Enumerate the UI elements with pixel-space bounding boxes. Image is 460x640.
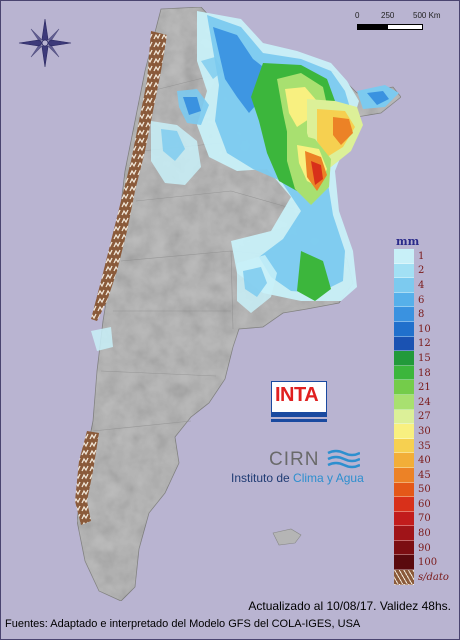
legend-label: 15	[418, 352, 431, 364]
legend-row: 18	[394, 365, 458, 381]
legend-label: 80	[418, 528, 431, 540]
legend-unit: mm	[396, 235, 420, 248]
legend-swatch	[394, 453, 414, 468]
precipitation-legend: mm 1 2 4 6 8 10 12 15 18 21 24 27 30 35 40 45 50 60 70 80 90…	[394, 235, 458, 585]
compass-rose-icon	[18, 18, 72, 68]
legend-swatch	[394, 321, 414, 337]
legend-row: 4	[394, 278, 458, 293]
legend-row: 6	[394, 292, 458, 308]
precipitation-bands	[91, 11, 399, 351]
legend-label: 100	[418, 557, 438, 569]
cirn-logo: CIRN	[269, 449, 361, 471]
legend-swatch	[394, 380, 414, 395]
legend-label: 50	[418, 484, 431, 496]
legend-swatch	[394, 511, 414, 527]
legend-swatch	[394, 482, 414, 498]
legend-label: 45	[418, 469, 431, 481]
legend-row: 21	[394, 380, 458, 395]
legend-swatch	[394, 292, 414, 308]
legend-row: 90	[394, 540, 458, 556]
legend-swatch	[394, 365, 414, 381]
scale-bar: 0 250 500 Km	[351, 11, 451, 41]
legend-label: 1	[418, 250, 425, 262]
legend-label: 90	[418, 542, 431, 554]
falkland-islands	[272, 528, 302, 546]
legend-row: 80	[394, 526, 458, 541]
legend-swatch	[394, 351, 414, 366]
scale-segment-1	[357, 24, 387, 30]
inta-logo: INTA	[270, 380, 328, 425]
legend-row: 50	[394, 482, 458, 498]
legend-row: 15	[394, 351, 458, 366]
legend-swatch	[394, 497, 414, 512]
legend-row: 60	[394, 497, 458, 512]
legend-label: 10	[418, 323, 431, 335]
legend-swatch	[394, 555, 414, 571]
legend-swatch	[394, 540, 414, 556]
legend-swatch	[394, 263, 414, 279]
updated-note: Actualizado al 10/08/17. Validez 48hs.	[248, 599, 451, 613]
legend-row: 40	[394, 453, 458, 468]
scale-segment-2	[387, 24, 423, 30]
legend-row: s/dato	[394, 570, 458, 585]
legend-label: 70	[418, 513, 431, 525]
no-data-areas	[75, 31, 167, 525]
inta-logo-text: INTA	[275, 384, 319, 406]
scale-label-0: 0	[355, 11, 360, 20]
cirn-text: CIRN	[269, 449, 320, 471]
legend-label: 12	[418, 338, 431, 350]
institute-prefix: Instituto de	[231, 471, 294, 485]
legend-label: 21	[418, 382, 431, 394]
legend-row: 45	[394, 467, 458, 483]
legend-label: 24	[418, 396, 431, 408]
legend-rows: 1 2 4 6 8 10 12 15 18 21 24 27 30 35 40 45 50 60 70 80 90 100…	[394, 249, 458, 585]
legend-swatch	[394, 570, 414, 585]
legend-label: 60	[418, 498, 431, 510]
legend-label: 40	[418, 455, 431, 467]
legend-swatch	[394, 394, 414, 410]
legend-row: 8	[394, 307, 458, 322]
scale-label-500: 500 Km	[413, 11, 441, 20]
legend-label: 30	[418, 425, 431, 437]
legend-label: 27	[418, 411, 431, 423]
sources-note: Fuentes: Adaptado e interpretado del Mod…	[5, 618, 361, 630]
legend-label: 18	[418, 367, 431, 379]
legend-swatch	[394, 438, 414, 454]
legend-swatch	[394, 336, 414, 352]
legend-row: 1	[394, 249, 458, 264]
legend-swatch	[394, 424, 414, 439]
legend-row: 12	[394, 336, 458, 352]
legend-label: s/dato	[418, 571, 449, 583]
legend-label: 4	[418, 279, 425, 291]
legend-row: 30	[394, 424, 458, 439]
legend-row: 100	[394, 555, 458, 571]
legend-label: 2	[418, 265, 425, 277]
legend-swatch	[394, 526, 414, 541]
scale-label-250: 250	[381, 11, 395, 20]
legend-swatch	[394, 249, 414, 264]
legend-row: 35	[394, 438, 458, 454]
legend-swatch	[394, 307, 414, 322]
legend-label: 35	[418, 440, 431, 452]
legend-row: 24	[394, 394, 458, 410]
legend-row: 2	[394, 263, 458, 279]
legend-swatch	[394, 467, 414, 483]
legend-swatch	[394, 278, 414, 293]
legend-label: 8	[418, 309, 425, 321]
institute-name: Instituto de Clima y Agua	[231, 471, 364, 485]
legend-row: 70	[394, 511, 458, 527]
legend-label: 6	[418, 294, 425, 306]
legend-row: 27	[394, 409, 458, 425]
legend-swatch	[394, 409, 414, 425]
water-waves-icon	[327, 449, 361, 469]
institute-highlight: Clima y Agua	[293, 471, 364, 485]
legend-row: 10	[394, 321, 458, 337]
